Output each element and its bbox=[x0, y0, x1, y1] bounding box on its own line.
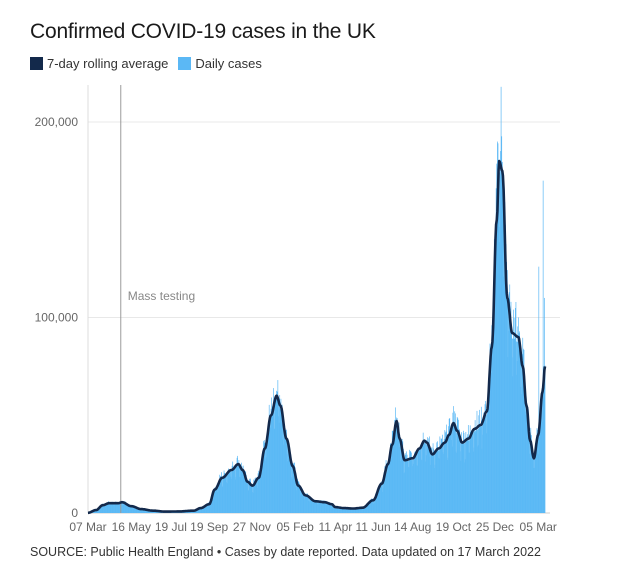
x-tick-label: 05 Feb bbox=[276, 520, 314, 534]
x-tick-label: 11 Jun bbox=[356, 520, 391, 534]
legend-label-rolling-average: 7-day rolling average bbox=[47, 56, 169, 71]
legend-swatch-daily-cases bbox=[178, 57, 192, 70]
x-tick-label: 27 Nov bbox=[233, 520, 271, 534]
rolling-average-line bbox=[87, 159, 547, 515]
y-tick-label: 0 bbox=[71, 506, 78, 520]
chart-title: Confirmed COVID-19 cases in the UK bbox=[30, 20, 376, 43]
source-note: SOURCE: Public Health England • Cases by… bbox=[30, 545, 541, 559]
x-axis-ticks: 07 Mar 16 May 19 Jul 19 Sep 27 Nov 05 Feb 11 A… bbox=[69, 520, 557, 534]
y-axis-ticks: 0 100,000 200,000 bbox=[35, 115, 79, 520]
x-tick-label: 25 Dec bbox=[476, 520, 514, 534]
x-tick-label: 07 Mar bbox=[69, 520, 106, 534]
x-tick-label: 19 Jul bbox=[155, 520, 187, 534]
x-tick-label: 11 Apr bbox=[318, 520, 352, 534]
legend-item-daily-cases: Daily cases bbox=[178, 56, 262, 71]
chart-legend: 7-day rolling average Daily cases bbox=[30, 56, 272, 71]
annotations: Mass testing bbox=[120, 85, 195, 513]
x-tick-label: 05 Mar bbox=[520, 520, 557, 534]
x-tick-label: 19 Sep bbox=[190, 520, 228, 534]
daily-case-bar bbox=[542, 180, 544, 513]
cases-chart: Mass testing 0 100,000 200,000 07 Mar 16 Ma… bbox=[35, 85, 560, 534]
rolling-average-path bbox=[87, 159, 547, 515]
x-tick-label: 16 May bbox=[112, 520, 151, 534]
legend-item-rolling-average: 7-day rolling average bbox=[30, 56, 168, 71]
daily-case-bar bbox=[538, 266, 540, 513]
x-tick-label: 14 Aug bbox=[394, 520, 431, 534]
x-tick-label: 19 Oct bbox=[436, 520, 472, 534]
y-tick-label: 200,000 bbox=[35, 115, 79, 129]
daily-cases-area bbox=[88, 171, 545, 513]
annotation-label: Mass testing bbox=[128, 289, 195, 303]
daily-cases-fill bbox=[88, 171, 545, 513]
legend-swatch-rolling-average bbox=[30, 57, 43, 70]
y-tick-label: 100,000 bbox=[35, 311, 79, 325]
legend-label-daily-cases: Daily cases bbox=[195, 56, 262, 71]
